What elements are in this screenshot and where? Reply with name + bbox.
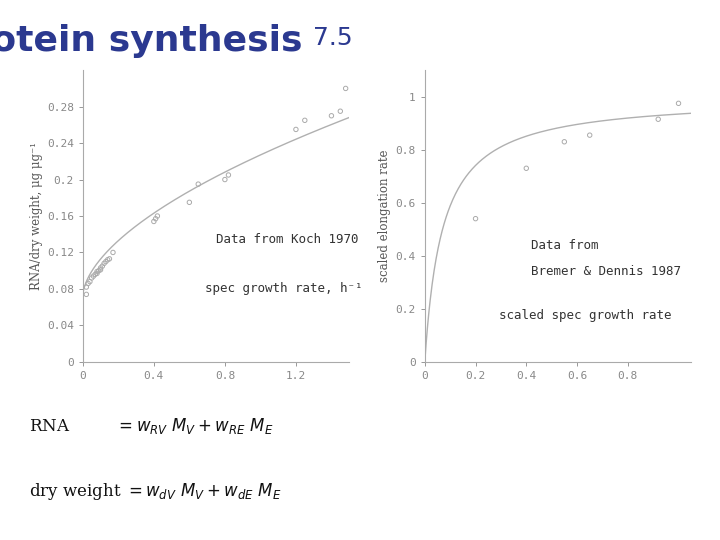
Point (99, 259, 110, 268)
Point (86, 274, 97, 282)
Point (88, 272, 99, 280)
Point (521, 164, 532, 173)
Point (150, 214, 161, 223)
Point (148, 217, 160, 226)
Point (81, 290, 92, 299)
Text: dry weight $= w_{dV}\ M_V + w_{dE}\ M_E$: dry weight $= w_{dV}\ M_V + w_{dE}\ M_E$ (29, 481, 281, 502)
Point (469, 214, 481, 223)
Point (81, 283, 92, 292)
Text: Data from Koch 1970: Data from Koch 1970 (216, 233, 359, 246)
Text: spec growth rate, h⁻¹: spec growth rate, h⁻¹ (205, 282, 363, 295)
Point (89, 270, 101, 279)
Point (100, 257, 112, 266)
Point (290, 125, 302, 134)
Text: RNA         $= w_{RV}\ M_V + w_{RE}\ M_E$: RNA $= w_{RV}\ M_V + w_{RE}\ M_E$ (29, 416, 273, 436)
Point (672, 99, 684, 107)
Point (335, 107, 346, 116)
Point (84, 277, 96, 286)
Point (299, 116, 310, 125)
Point (96, 262, 108, 271)
Y-axis label: scaled elongation rate: scaled elongation rate (378, 150, 392, 282)
Point (559, 138, 570, 146)
Point (152, 212, 163, 220)
Point (652, 115, 664, 124)
Point (95, 264, 107, 272)
Point (104, 254, 115, 263)
Point (95, 266, 107, 274)
Point (93, 266, 104, 275)
Point (192, 180, 204, 188)
Text: scaled spec growth rate: scaled spec growth rate (500, 309, 672, 322)
Point (91, 267, 103, 276)
Point (91, 269, 103, 278)
Point (82, 279, 94, 288)
Point (222, 171, 234, 179)
Text: Protein synthesis: Protein synthesis (0, 24, 302, 58)
Y-axis label: RNA/dry weight, μg μg⁻¹: RNA/dry weight, μg μg⁻¹ (30, 142, 42, 290)
Text: Bremer & Dennis 1987: Bremer & Dennis 1987 (531, 265, 681, 278)
Point (219, 175, 230, 184)
Text: Data from: Data from (531, 239, 599, 252)
Point (107, 248, 119, 256)
Point (102, 255, 114, 264)
Point (584, 131, 595, 139)
Point (325, 111, 337, 120)
Point (340, 84, 351, 93)
Text: 7.5: 7.5 (313, 26, 353, 50)
Point (184, 198, 195, 207)
